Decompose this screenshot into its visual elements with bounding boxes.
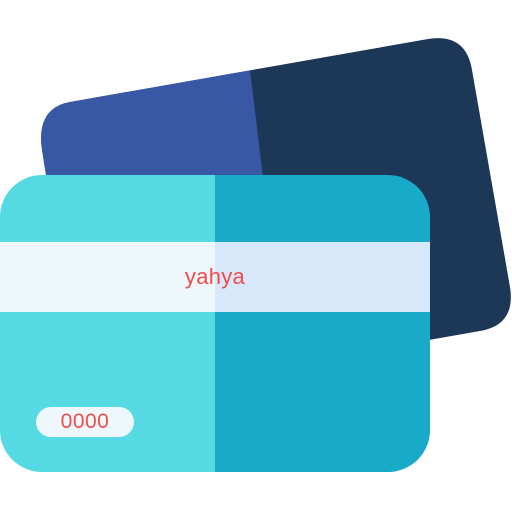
front-card [0,175,430,472]
card-number-badge: 0000 [36,407,134,437]
front-card-right-half [215,175,430,472]
stripe-left [0,242,215,312]
card-holder-name: yahya [184,264,246,289]
card-number: 0000 [60,410,110,433]
stripe-right [215,242,430,312]
